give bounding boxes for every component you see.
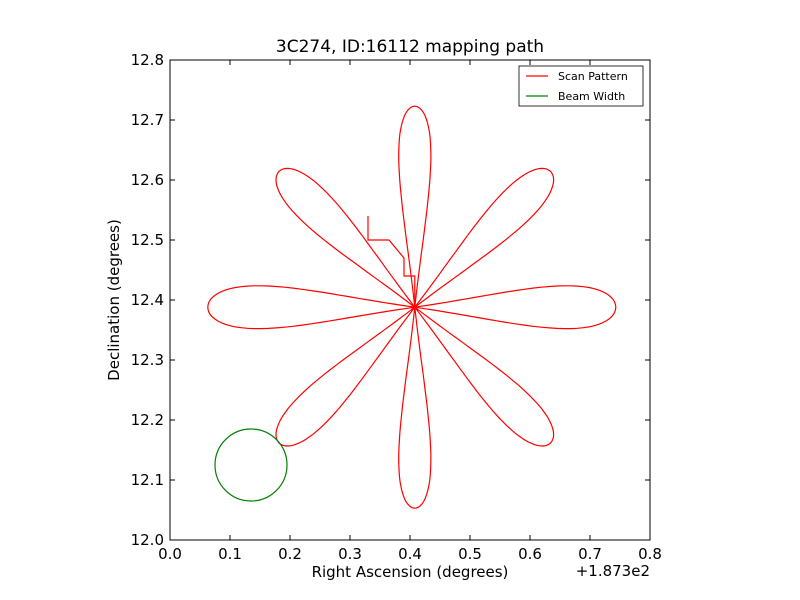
x-tick-label: 0.8	[638, 545, 662, 563]
x-tick-label: 0.1	[218, 545, 242, 563]
x-tick-label: 0.2	[278, 545, 302, 563]
legend-label-beam-width: Beam Width	[558, 90, 625, 103]
x-axis-label: Right Ascension (degrees)	[312, 563, 509, 581]
x-tick-label: 0.6	[518, 545, 542, 563]
y-tick-label: 12.0	[131, 531, 164, 549]
series-layer	[207, 105, 617, 509]
beam-width-circle	[214, 428, 288, 502]
y-tick-label: 12.3	[131, 351, 164, 369]
x-tick-label: 0.0	[158, 545, 182, 563]
y-tick-label: 12.2	[131, 411, 164, 429]
y-tick-label: 12.6	[131, 171, 164, 189]
x-axis: 0.0 0.1 0.2 0.3 0.4 0.5 0.6 0.7 0.8	[158, 60, 662, 563]
x-tick-label: 0.4	[398, 545, 422, 563]
chart-title: 3C274, ID:16112 mapping path	[276, 37, 544, 57]
y-tick-label: 12.8	[131, 51, 164, 69]
scan-pattern-steps	[367, 216, 416, 308]
y-tick-label: 12.1	[131, 471, 164, 489]
legend-box	[518, 65, 644, 107]
legend-label-scan-pattern: Scan Pattern	[558, 70, 628, 83]
legend: Scan Pattern Beam Width	[518, 65, 644, 107]
x-tick-label: 0.7	[578, 545, 602, 563]
x-tick-label: 0.3	[338, 545, 362, 563]
x-offset-label: +1.873e2	[576, 562, 650, 580]
y-tick-label: 12.4	[131, 291, 164, 309]
y-axis: 12.0 12.1 12.2 12.3 12.4 12.5 12.6 12.7 12.8	[131, 51, 650, 549]
y-tick-label: 12.5	[131, 231, 164, 249]
y-axis-label: Declination (degrees)	[105, 219, 123, 381]
x-tick-label: 0.5	[458, 545, 482, 563]
y-tick-label: 12.7	[131, 111, 164, 129]
